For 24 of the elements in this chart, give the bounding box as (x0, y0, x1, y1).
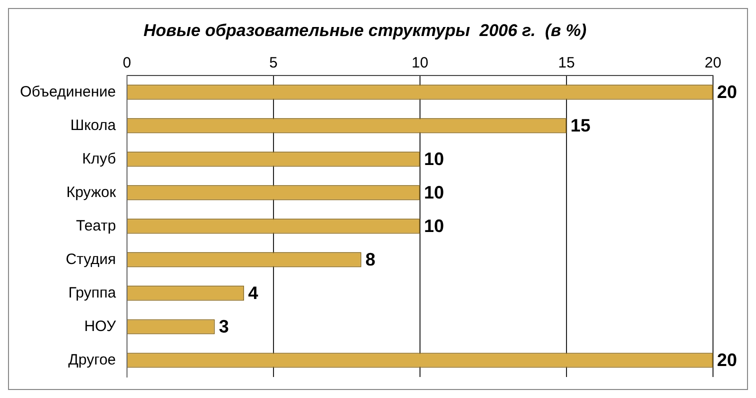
data-label: 10 (424, 149, 444, 170)
y-tick-label: Школа (70, 116, 117, 134)
x-tick-label: 0 (122, 54, 132, 72)
y-tick-label: НОУ (84, 318, 116, 335)
data-label: 20 (717, 350, 738, 370)
y-tick-label: Студия (66, 250, 116, 268)
data-label: 4 (248, 283, 258, 304)
x-tick-label: 5 (269, 54, 278, 72)
data-label: 3 (218, 316, 229, 337)
y-tick-label: Другое (68, 351, 116, 368)
chart-title: Новые образовательные структуры 2006 г. (в %) (144, 20, 587, 40)
data-label: 10 (424, 216, 444, 236)
data-label: 8 (365, 250, 376, 270)
y-tick-label: Кружок (66, 184, 116, 201)
x-tick-label: 10 (412, 54, 428, 72)
y-tick-label: Театр (76, 217, 116, 234)
x-tick-label: 20 (704, 54, 722, 72)
data-label: 20 (717, 82, 738, 102)
y-tick-label: Клуб (82, 150, 116, 168)
data-label: 10 (424, 182, 444, 203)
data-label: 15 (570, 116, 591, 136)
y-tick-label: Группа (68, 284, 117, 302)
y-tick-label: Объединение (20, 83, 116, 100)
x-tick-label: 15 (558, 54, 575, 72)
